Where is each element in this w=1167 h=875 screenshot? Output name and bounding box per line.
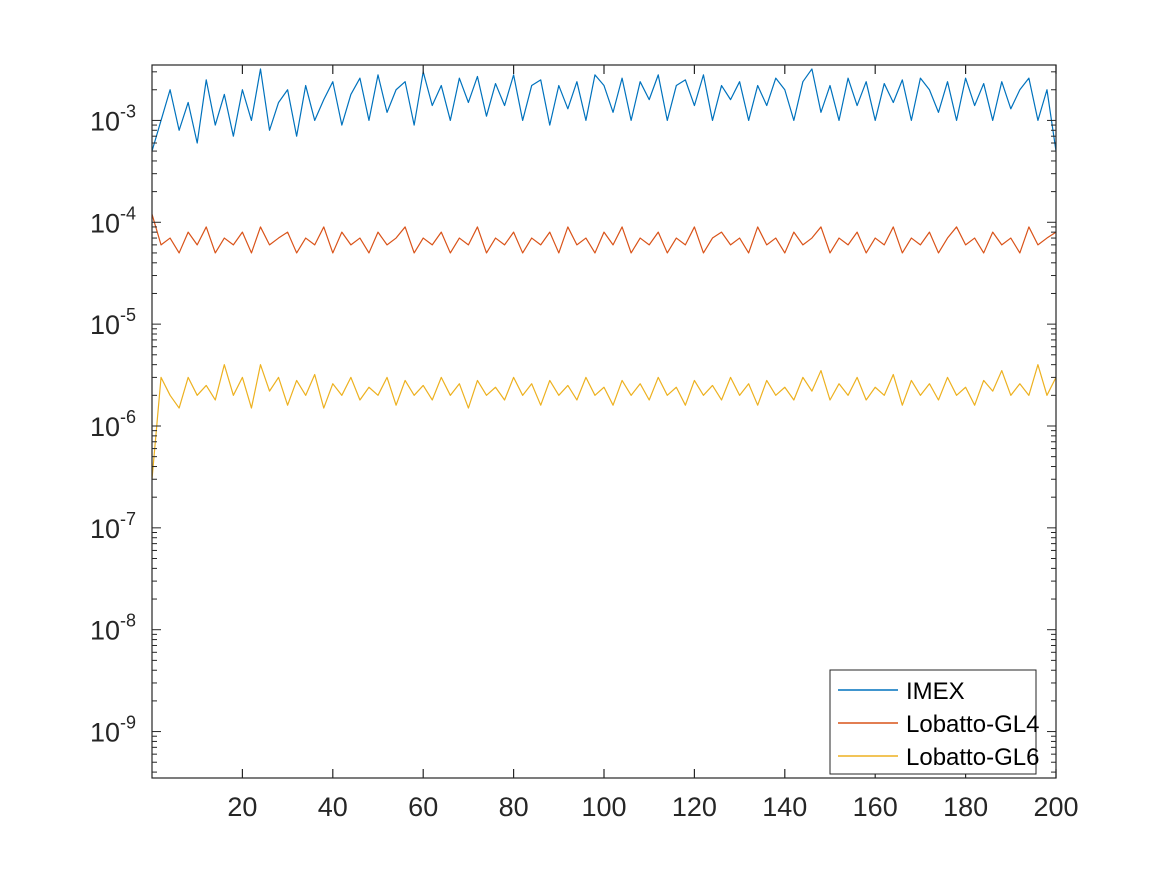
x-tick-label: 40 bbox=[318, 792, 348, 822]
legend-label-imex: IMEX bbox=[906, 678, 965, 705]
legend-label-lobatto-gl6: Lobatto-GL6 bbox=[906, 744, 1039, 771]
x-tick-label: 120 bbox=[672, 792, 717, 822]
y-axis: 10-9 10-8 10-7 10-6 10-5 10-4 10-3 bbox=[90, 71, 1056, 773]
y-tick-label: 10-4 bbox=[90, 203, 136, 238]
legend: IMEX Lobatto-GL4 Lobatto-GL6 bbox=[829, 669, 1039, 775]
y-tick-label: 10-8 bbox=[90, 611, 136, 646]
x-tick-label: 60 bbox=[408, 792, 438, 822]
y-tick-label: 10-9 bbox=[90, 713, 136, 748]
x-tick-label: 140 bbox=[762, 792, 807, 822]
x-tick-label: 180 bbox=[943, 792, 988, 822]
x-tick-label: 160 bbox=[853, 792, 898, 822]
plot-area bbox=[152, 65, 1056, 778]
x-tick-label: 200 bbox=[1033, 792, 1078, 822]
y-tick-label: 10-7 bbox=[90, 509, 136, 544]
y-tick-label: 10-5 bbox=[90, 305, 136, 340]
y-tick-label: 10-3 bbox=[90, 101, 136, 136]
x-tick-label: 80 bbox=[499, 792, 529, 822]
series-line-lobatto-gl6 bbox=[152, 364, 1056, 480]
x-axis: 20 40 60 80 100 120 140 160 180 200 bbox=[227, 65, 1079, 822]
series-line-imex bbox=[152, 68, 1056, 152]
series-layer bbox=[152, 68, 1056, 480]
legend-label-lobatto-gl4: Lobatto-GL4 bbox=[906, 711, 1039, 738]
x-tick-label: 20 bbox=[227, 792, 257, 822]
x-tick-label: 100 bbox=[581, 792, 626, 822]
y-tick-label: 10-6 bbox=[90, 407, 136, 442]
series-line-lobatto-gl4 bbox=[152, 214, 1056, 254]
